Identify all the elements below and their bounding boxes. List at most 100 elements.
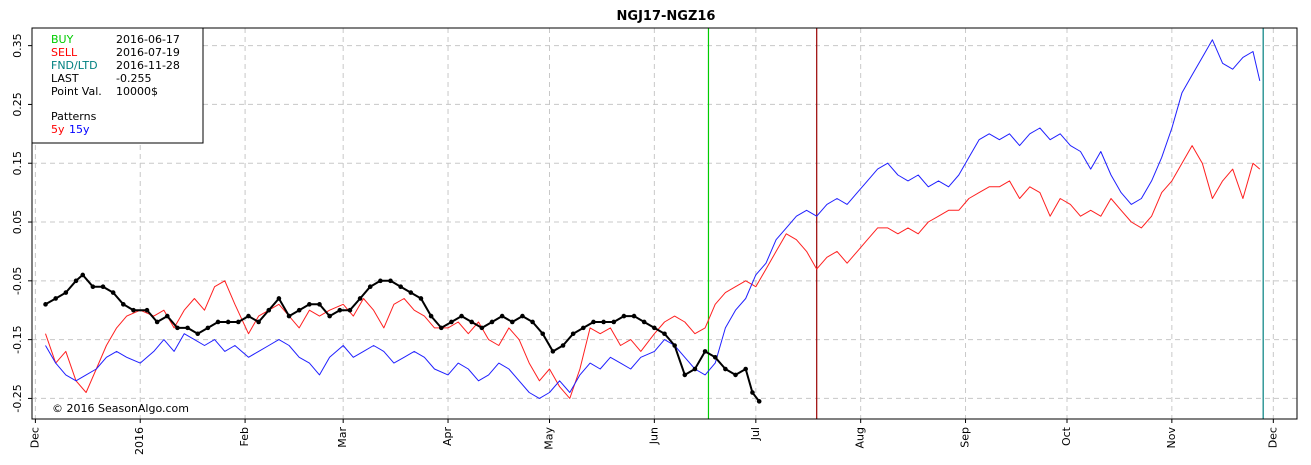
series-point [357,296,363,301]
series-point [121,302,126,307]
x-tick-label: May [543,427,556,450]
series-point [449,319,454,325]
series-point [110,290,116,295]
series-point [570,331,576,337]
series-point [398,284,403,290]
series-point [296,307,302,313]
series-point [702,349,708,354]
series-point [428,313,434,319]
series-point [327,313,332,319]
series-point [63,290,69,295]
series-point [459,313,464,319]
series-point [154,319,160,325]
series-point [520,313,525,319]
legend-value: 2016-06-17 [116,33,180,46]
series-point [205,325,211,331]
series-point [418,296,424,301]
series-point [723,366,728,372]
series-point [73,278,79,284]
series-point [144,307,150,313]
series-point [499,313,505,319]
plot-frame [31,27,1298,420]
series-point [611,319,617,325]
series-point [53,296,58,301]
y-tick-label: -0.25 [11,384,24,412]
series-point [307,302,312,307]
series-point [215,319,221,325]
x-tick-label: Apr [441,427,454,447]
series-point [337,307,343,313]
series-point [195,331,201,337]
series-point [317,302,322,307]
x-tick-label: Dec [28,427,41,448]
y-tick-label: 0.15 [11,151,24,176]
series-point [672,343,677,348]
series-point [469,319,475,325]
series-line-15y [45,39,1261,399]
y-tick-label: 0.35 [11,33,24,58]
x-tick-label: Nov [1165,427,1178,449]
series-point [347,307,353,313]
series-point [540,331,546,337]
series-point [236,319,241,325]
series-point [530,319,535,325]
legend-value: 2016-07-19 [116,46,180,59]
series-point [560,343,566,348]
y-tick-label: 0.25 [11,92,24,117]
y-tick-label: -0.15 [11,325,24,353]
series-point [641,319,647,325]
y-tick-label: -0.05 [11,267,24,295]
series-point [256,319,261,325]
series-point [601,319,606,325]
series-point [682,372,688,378]
legend-value: 10000$ [116,85,158,98]
series-point [631,313,637,319]
copyright-text: © 2016 SeasonAlgo.com [52,402,189,415]
axes: -0.25 -0.15 -0.05 0.05 0.15 0.25 0.35 Dec 2016 Fe… [11,27,1298,455]
series-point [509,319,515,325]
legend-label: SELL [51,46,78,59]
x-tick-label: Dec [1266,427,1279,448]
legend-pattern-item: 5y [51,123,65,136]
series-point [550,349,556,354]
legend-box [31,27,204,144]
series-lines [43,39,1261,404]
series-point [175,325,180,331]
x-tick-label: Jul [749,427,762,441]
series-point [652,325,657,331]
series-point [388,278,393,284]
series-point [100,284,106,290]
series-point [743,366,748,372]
series-point [90,284,96,290]
series-point [692,366,698,372]
x-tick-label: Sep [959,427,972,448]
series-point [266,307,272,313]
series-point [408,290,414,295]
series-point [43,302,48,307]
series-point [164,313,170,319]
chart-title: NGJ17-NGZ16 [617,9,716,24]
series-point [591,319,596,325]
legend: BUY 2016-06-17 SELL 2016-07-19 FND/LTD 2016-1… [31,27,204,144]
series-point [662,331,667,337]
legend-value: -0.255 [116,72,151,85]
series-point [712,354,718,360]
series-point [185,325,190,331]
legend-value: 2016-11-28 [116,59,180,72]
series-point [80,272,86,278]
x-tick-label: Aug [854,427,867,448]
series-point [378,278,383,284]
legend-label: BUY [51,33,74,46]
series-line-5y [45,145,1261,399]
x-tick-label: Jun [647,427,660,445]
legend-label: LAST [51,72,79,85]
series-point [246,313,251,319]
series-point [131,307,136,313]
series-point [489,319,495,325]
series-point [276,296,282,301]
y-tick-label: 0.05 [11,210,24,235]
series-point [750,390,755,395]
series-point [286,313,292,319]
